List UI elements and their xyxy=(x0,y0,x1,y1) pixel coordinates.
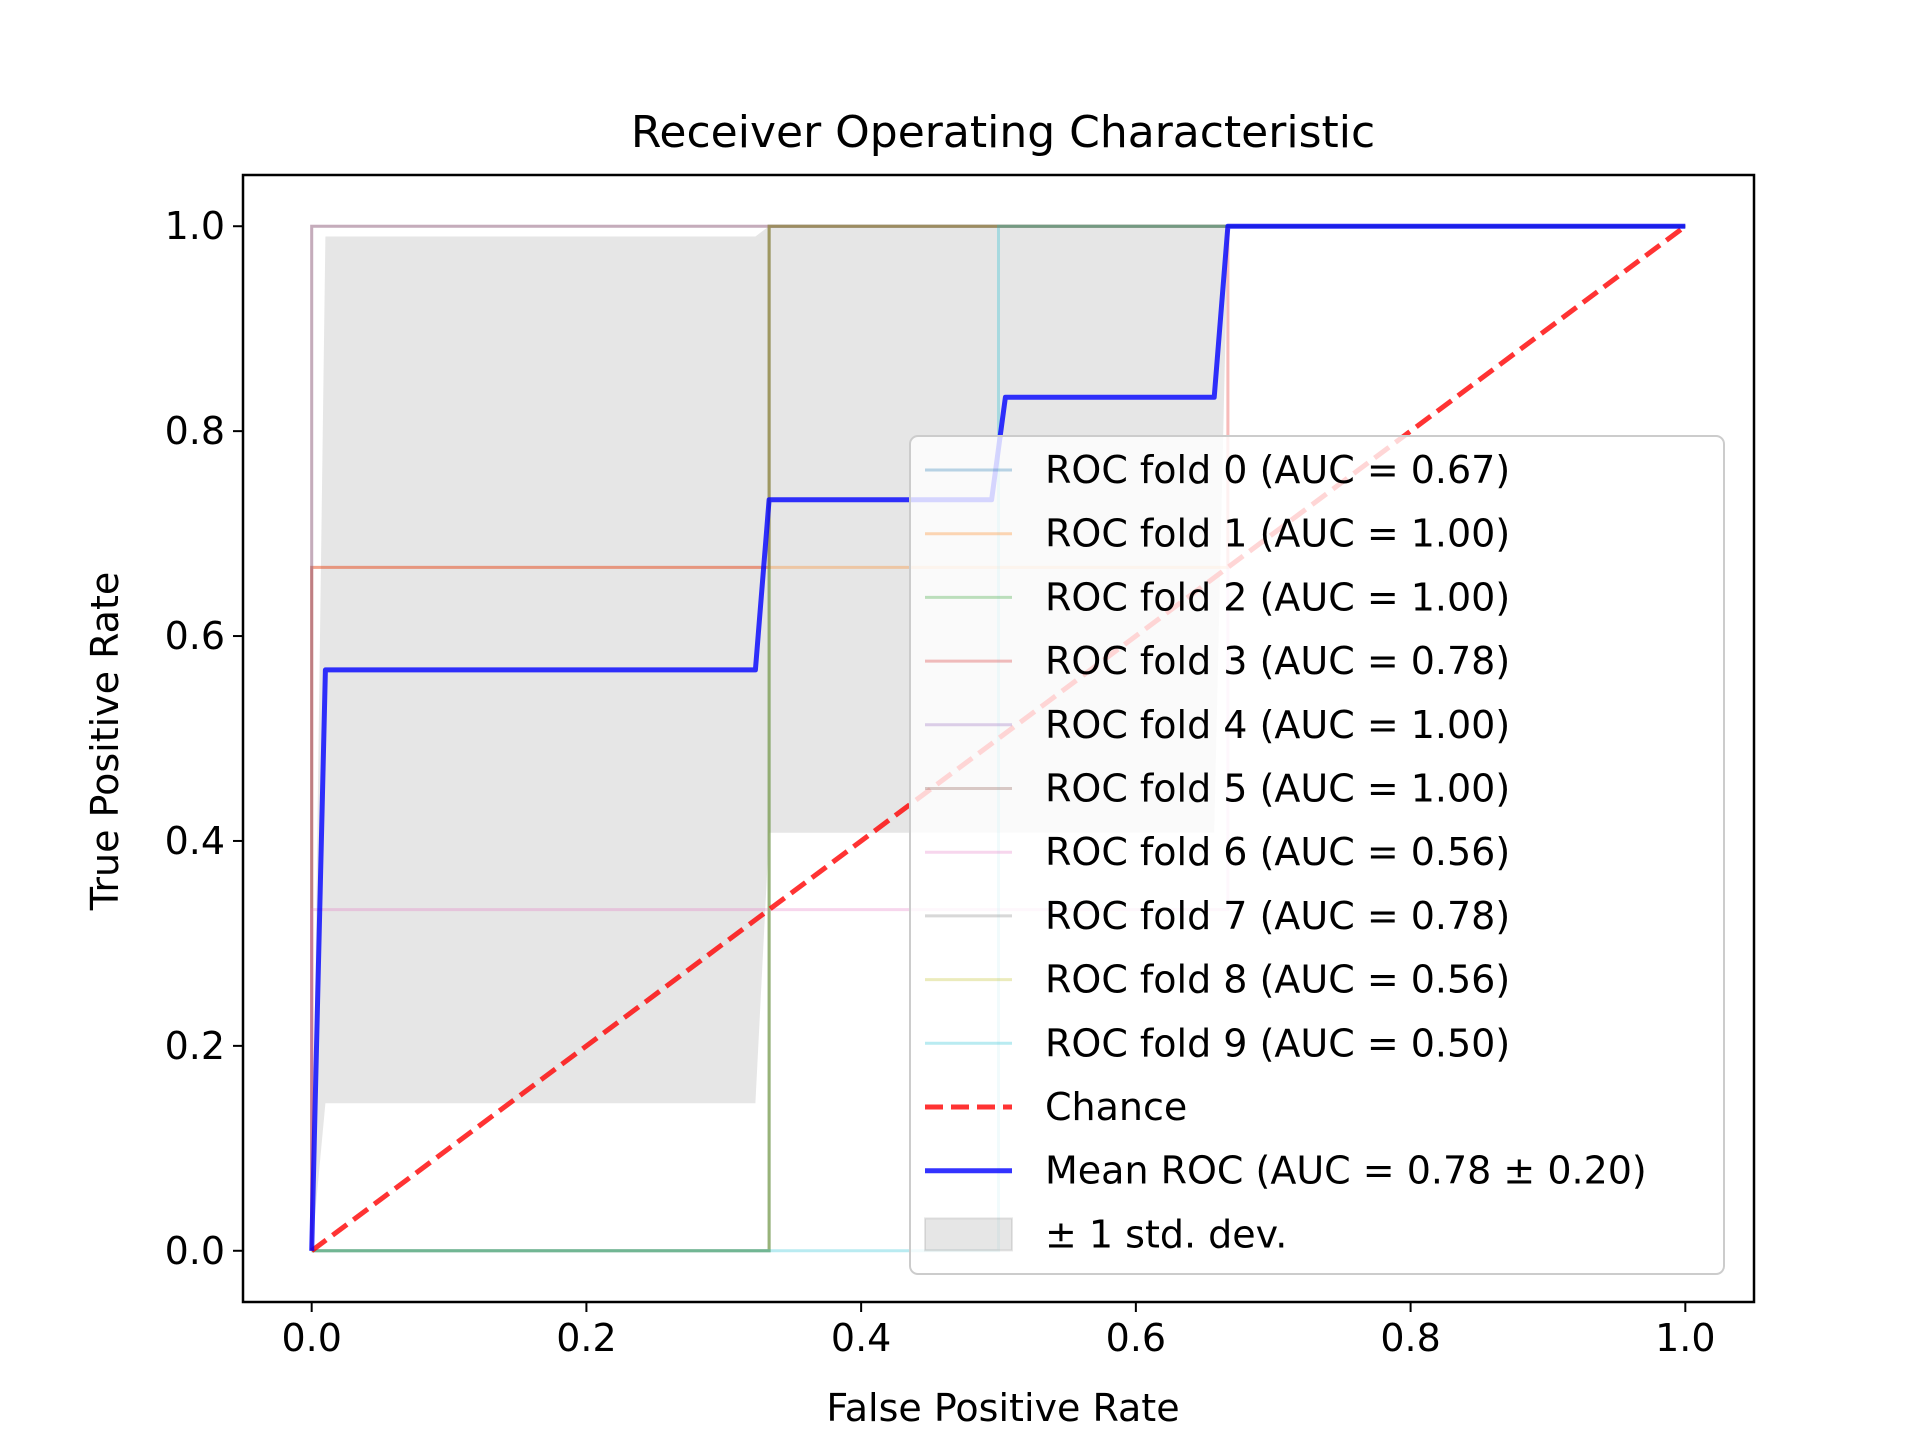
legend-label-fold-6: ROC fold 6 (AUC = 0.56) xyxy=(1045,830,1510,874)
legend-label-fold-8: ROC fold 8 (AUC = 0.56) xyxy=(1045,958,1510,1002)
legend-item-fold-4: ROC fold 4 (AUC = 1.00) xyxy=(925,703,1510,747)
legend-box xyxy=(909,435,1725,1275)
legend-label-fold-1: ROC fold 1 (AUC = 1.00) xyxy=(1045,512,1510,556)
legend-item-fold-1: ROC fold 1 (AUC = 1.00) xyxy=(925,512,1510,556)
roc-fold-3-line xyxy=(310,224,1686,1251)
y-tick-label: 1.0 xyxy=(165,204,225,248)
legend-item-std-dev: ± 1 std. dev. xyxy=(924,1212,1287,1256)
x-axis-label: False Positive Rate xyxy=(826,1386,1179,1430)
legend-item-fold-2: ROC fold 2 (AUC = 1.00) xyxy=(925,575,1510,619)
legend-item-mean-roc: Mean ROC (AUC = 0.78 ± 0.20) xyxy=(925,1149,1647,1193)
legend-item-fold-0: ROC fold 0 (AUC = 0.67) xyxy=(925,448,1510,492)
legend-item-fold-6: ROC fold 6 (AUC = 0.56) xyxy=(925,830,1510,874)
legend: ROC fold 0 (AUC = 0.67) ROC fold 1 (AUC =… xyxy=(909,435,1725,1275)
legend-label-fold-0: ROC fold 0 (AUC = 0.67) xyxy=(1045,448,1510,492)
legend-label-fold-3: ROC fold 3 (AUC = 0.78) xyxy=(1045,639,1510,683)
y-tick-label: 0.2 xyxy=(165,1024,225,1068)
legend-label-chance: Chance xyxy=(1045,1085,1187,1129)
legend-label-fold-9: ROC fold 9 (AUC = 0.50) xyxy=(1045,1021,1510,1065)
legend-item-chance: Chance xyxy=(925,1085,1187,1129)
legend-swatch-std-dev xyxy=(924,1217,1013,1252)
y-tick-label: 0.6 xyxy=(165,614,225,658)
legend-label-fold-2: ROC fold 2 (AUC = 1.00) xyxy=(1045,575,1510,619)
plot-frame xyxy=(241,173,1756,1304)
y-tick-label: 0.4 xyxy=(165,819,225,863)
x-tick-label: 1.0 xyxy=(1655,1316,1715,1360)
legend-item-fold-3: ROC fold 3 (AUC = 0.78) xyxy=(925,639,1510,683)
legend-label-mean-roc: Mean ROC (AUC = 0.78 ± 0.20) xyxy=(1045,1149,1647,1193)
y-tick-label: 0.8 xyxy=(165,409,225,453)
legend-label-fold-4: ROC fold 4 (AUC = 1.00) xyxy=(1045,703,1510,747)
x-tick-label: 0.0 xyxy=(281,1316,341,1360)
x-tick-label: 0.2 xyxy=(556,1316,616,1360)
legend-label-std-dev: ± 1 std. dev. xyxy=(1045,1212,1287,1256)
x-tick-label: 0.4 xyxy=(831,1316,891,1360)
chart-title: Receiver Operating Characteristic xyxy=(631,107,1375,158)
x-tick-label: 0.8 xyxy=(1380,1316,1440,1360)
legend-item-fold-7: ROC fold 7 (AUC = 0.78) xyxy=(925,894,1510,938)
legend-item-fold-9: ROC fold 9 (AUC = 0.50) xyxy=(925,1021,1510,1065)
y-axis-label: True Positive Rate xyxy=(83,572,127,912)
legend-label-fold-7: ROC fold 7 (AUC = 0.78) xyxy=(1045,894,1510,938)
legend-label-fold-5: ROC fold 5 (AUC = 1.00) xyxy=(1045,767,1510,811)
y-tick-label: 0.0 xyxy=(165,1229,225,1273)
legend-item-fold-8: ROC fold 8 (AUC = 0.56) xyxy=(925,958,1510,1002)
legend-item-fold-5: ROC fold 5 (AUC = 1.00) xyxy=(925,767,1510,811)
x-tick-label: 0.6 xyxy=(1106,1316,1166,1360)
